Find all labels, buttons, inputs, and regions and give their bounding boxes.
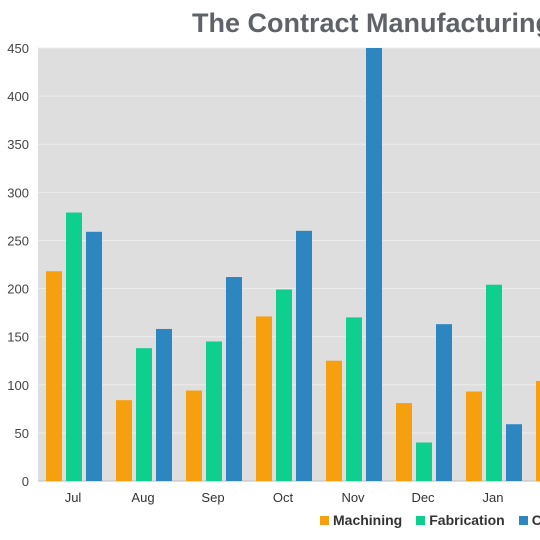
- y-tick-label: 150: [7, 330, 29, 345]
- bar-dec-2: [416, 442, 432, 481]
- y-tick-label: 50: [15, 426, 29, 441]
- bar-aug-1: [116, 400, 132, 481]
- bar-sep-3: [226, 277, 242, 481]
- chart-legend: Machining Fabrication C: [320, 512, 540, 528]
- x-tick-label: Oct: [273, 490, 294, 505]
- x-tick-label: Jan: [483, 490, 504, 505]
- bar-aug-3: [156, 328, 172, 481]
- legend-item-fabrication[interactable]: Fabrication: [416, 512, 505, 528]
- y-tick-label: 400: [7, 89, 29, 104]
- bar-jul-3: [86, 231, 102, 481]
- x-tick-label: Dec: [411, 490, 435, 505]
- bar-jan-3: [506, 424, 522, 481]
- bar-sep-1: [186, 390, 202, 481]
- y-tick-label: 350: [7, 137, 29, 152]
- y-tick-label: 300: [7, 185, 29, 200]
- bar-jan-2: [486, 284, 502, 481]
- y-tick-label: 100: [7, 378, 29, 393]
- bar-nov-3: [366, 48, 382, 481]
- bar-oct-2: [276, 289, 292, 481]
- bar-jul-2: [66, 212, 82, 482]
- x-axis: Jul Aug Sep Oct Nov Dec Jan: [65, 490, 504, 505]
- legend-item-machining[interactable]: Machining: [320, 512, 402, 528]
- y-tick-label: 250: [7, 233, 29, 248]
- x-tick-label: Aug: [131, 490, 154, 505]
- bar-nov-2: [346, 317, 362, 481]
- bar-dec-1: [396, 403, 412, 481]
- legend-swatch-fabrication: [416, 515, 426, 525]
- legend-label-fabrication: Fabrication: [429, 512, 505, 528]
- legend-swatch-machining: [320, 515, 329, 525]
- bar-nov-1: [326, 360, 342, 481]
- x-tick-label: Nov: [341, 490, 365, 505]
- bar-oct-1: [256, 316, 272, 481]
- x-tick-label: Sep: [201, 490, 224, 505]
- bar-jan-1: [466, 391, 482, 481]
- y-tick-label: 450: [7, 41, 29, 56]
- bar-oct-3: [296, 230, 312, 481]
- x-tick-label: Jul: [65, 490, 82, 505]
- legend-item-third-series[interactable]: C: [518, 512, 540, 528]
- chart-title: The Contract Manufacturing: [192, 8, 540, 38]
- bar-sep-2: [206, 341, 222, 481]
- bars: [46, 48, 540, 482]
- legend-label-machining: Machining: [333, 512, 403, 528]
- bar-partial-1: [536, 380, 540, 481]
- y-tick-label: 0: [22, 474, 29, 489]
- bar-dec-3: [436, 324, 452, 481]
- y-axis: 0 50 100 150 200 250 300 350 400 450: [7, 41, 29, 489]
- bar-aug-2: [136, 348, 152, 481]
- bar-jul-1: [46, 271, 62, 481]
- legend-swatch-third-series: [518, 515, 528, 525]
- legend-label-third-series: C: [531, 512, 540, 528]
- y-tick-label: 200: [7, 282, 29, 297]
